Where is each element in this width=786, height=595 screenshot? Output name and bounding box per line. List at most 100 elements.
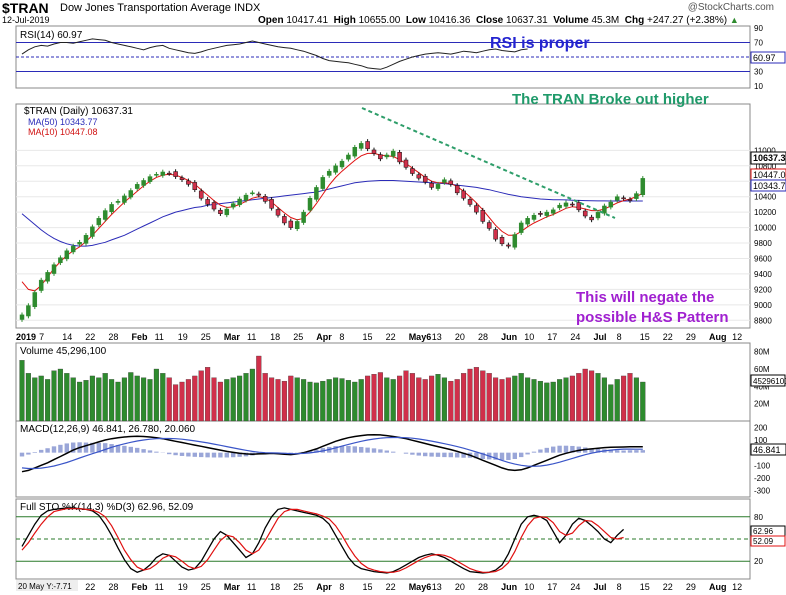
volume-bar bbox=[326, 379, 332, 422]
date-axis-label: 25 bbox=[293, 332, 303, 342]
rsi-panel: RSI(14) 60.97 9070503010 60.97 RSI is pr… bbox=[16, 24, 786, 91]
volume-bar bbox=[57, 368, 63, 422]
date-axis-label-bottom: Jun bbox=[501, 582, 517, 592]
candle bbox=[326, 170, 332, 176]
date-axis-label: 15 bbox=[640, 332, 650, 342]
candle bbox=[474, 205, 479, 213]
volume-bar bbox=[493, 377, 499, 422]
trend-line bbox=[361, 107, 616, 219]
volume-bar bbox=[454, 379, 460, 422]
volume-bar bbox=[141, 377, 147, 422]
candle bbox=[448, 180, 454, 185]
macd-last-label: 46.841 bbox=[753, 445, 781, 455]
low-value: 10416.36 bbox=[428, 15, 471, 26]
candle bbox=[358, 143, 364, 149]
volume-bar bbox=[352, 381, 358, 422]
date-axis-label-bottom: 25 bbox=[293, 582, 303, 592]
volume-bar bbox=[70, 377, 76, 422]
candle bbox=[621, 197, 626, 200]
volume-bar bbox=[205, 367, 211, 422]
date-axis-label: 25 bbox=[201, 332, 211, 342]
date-axis-label: 24 bbox=[570, 332, 580, 342]
volume-bar bbox=[499, 379, 505, 422]
volume-bar bbox=[192, 375, 198, 422]
macd-histogram-bar bbox=[167, 452, 172, 455]
candle bbox=[454, 185, 460, 194]
axis-tick-label: 9000 bbox=[754, 301, 772, 310]
ma50-legend: MA(50) 10343.77 bbox=[28, 117, 98, 127]
candle bbox=[518, 222, 524, 233]
candle bbox=[147, 176, 153, 182]
date-axis-label-bottom: 19 bbox=[178, 582, 188, 592]
candle bbox=[134, 184, 140, 189]
volume-legend: Volume 45,296,100 bbox=[20, 346, 107, 357]
candle bbox=[128, 190, 134, 198]
macd-histogram-bar bbox=[525, 452, 530, 455]
date-axis-label: Mar bbox=[224, 332, 241, 342]
volume-bar bbox=[301, 379, 307, 422]
date-axis-label: 29 bbox=[686, 332, 696, 342]
volume-bar bbox=[589, 370, 595, 422]
volume-bar bbox=[128, 372, 134, 422]
candle bbox=[166, 172, 172, 175]
macd-signal-line bbox=[21, 436, 643, 470]
volume-panel: Volume 45,296,100 80M 60M 40M 20M 45296100 bbox=[19, 346, 786, 422]
candle bbox=[237, 198, 242, 206]
date-axis-label-bottom: Apr bbox=[316, 582, 332, 592]
macd-histogram-bar bbox=[90, 442, 95, 453]
volume-bar bbox=[198, 370, 204, 422]
candle bbox=[410, 168, 415, 174]
candle bbox=[461, 190, 466, 199]
date-axis-label-bottom: Mar bbox=[224, 582, 241, 592]
macd-histogram-bar bbox=[103, 443, 108, 453]
axis-tick-label: -300 bbox=[754, 487, 771, 496]
date-axis-label: 22 bbox=[85, 332, 95, 342]
candle bbox=[378, 154, 383, 160]
cursor-readout: 20 May Y:-7.71 bbox=[18, 582, 72, 591]
volume-bar bbox=[339, 378, 345, 422]
candle bbox=[115, 201, 121, 203]
macd-histogram-bar bbox=[442, 452, 447, 458]
macd-histogram bbox=[19, 442, 645, 461]
volume-bar bbox=[550, 381, 556, 422]
candle bbox=[288, 220, 294, 228]
macd-histogram-bar bbox=[109, 444, 114, 453]
date-axis-label: 10 bbox=[524, 332, 534, 342]
macd-histogram-bar bbox=[480, 452, 485, 459]
date-axis-label: 7 bbox=[39, 332, 44, 342]
volume-bar bbox=[102, 373, 108, 422]
candle bbox=[269, 199, 274, 209]
volume-bar bbox=[371, 374, 377, 422]
date-axis-label-bottom: 13 bbox=[432, 582, 442, 592]
volume-value: 45.3M bbox=[591, 15, 620, 26]
macd-histogram-bar bbox=[39, 449, 44, 453]
date-axis-label-bottom: Jul bbox=[594, 582, 607, 592]
volume-bar bbox=[89, 375, 95, 422]
candle bbox=[403, 159, 409, 168]
date-axis-label: 14 bbox=[62, 332, 72, 342]
macd-histogram-bar bbox=[199, 452, 204, 458]
macd-histogram-bar bbox=[595, 448, 601, 453]
macd-histogram-bar bbox=[371, 448, 377, 453]
axis-tick-label: 10400 bbox=[754, 193, 777, 202]
negate-annotation-line1: This will negate the bbox=[576, 289, 714, 306]
macd-legend: MACD(12,26,9) 46.841, 26.780, 20.060 bbox=[20, 424, 196, 435]
macd-histogram-bar bbox=[474, 452, 479, 459]
date-axis-label-bottom: 17 bbox=[547, 582, 557, 592]
candle bbox=[576, 202, 582, 211]
candle bbox=[602, 205, 607, 214]
macd-histogram-bar bbox=[544, 447, 549, 453]
volume-bar bbox=[345, 380, 351, 422]
candle bbox=[538, 213, 543, 215]
macd-histogram-bar bbox=[115, 444, 121, 453]
volume-bar bbox=[480, 370, 486, 422]
volume-bar bbox=[230, 377, 236, 422]
macd-histogram-bar bbox=[506, 452, 511, 461]
candle bbox=[173, 171, 178, 177]
date-axis-label: 19 bbox=[178, 332, 188, 342]
last-price-label: 10637.31 bbox=[753, 153, 786, 163]
volume-bar bbox=[416, 377, 422, 422]
macd-histogram-bar bbox=[346, 445, 351, 453]
candle bbox=[282, 216, 287, 224]
ma10-legend: MA(10) 10447.08 bbox=[28, 127, 98, 137]
